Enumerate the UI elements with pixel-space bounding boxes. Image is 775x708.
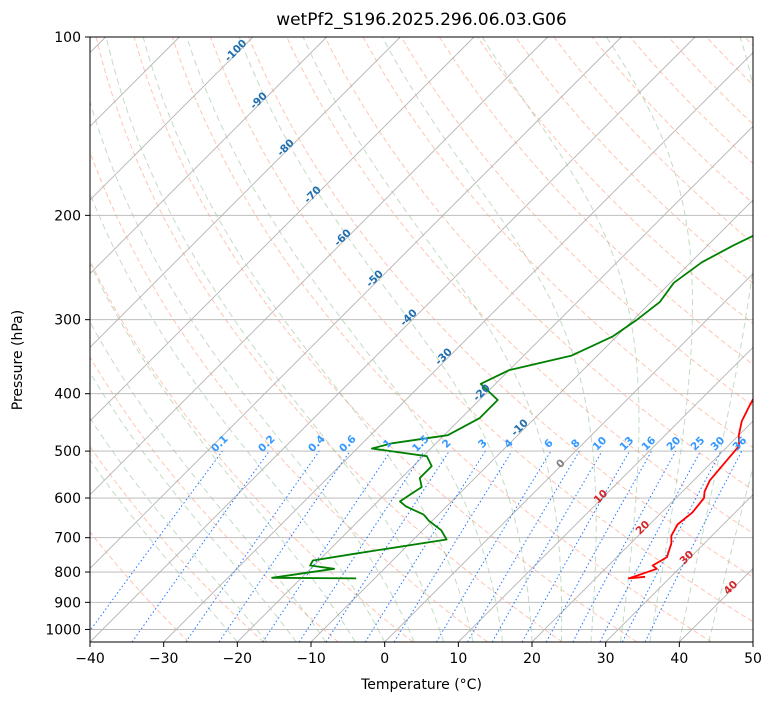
dry-adiabat-line bbox=[210, 37, 753, 623]
dry-adiabat-line bbox=[438, 37, 753, 366]
isotherm-line bbox=[458, 346, 753, 642]
y-tick-label: 200 bbox=[54, 208, 81, 224]
mixing-ratio-line bbox=[131, 450, 270, 642]
isotherm-line bbox=[90, 37, 475, 422]
chart-title: wetPf2_S196.2025.296.06.03.G06 bbox=[276, 10, 567, 30]
dry-adiabat-line bbox=[95, 37, 563, 642]
plot-frame bbox=[89, 36, 754, 643]
mixing-ratio-line bbox=[545, 450, 653, 642]
mixing-ratio-line bbox=[298, 450, 425, 642]
isotherm-line bbox=[531, 420, 753, 642]
mixing-ratio-line bbox=[521, 450, 630, 642]
x-tick-label: 10 bbox=[449, 651, 467, 667]
moist-adiabat-line bbox=[90, 192, 386, 642]
moist-adiabat-line bbox=[708, 465, 753, 642]
moist-adiabat-line bbox=[90, 417, 268, 642]
x-tick-label: 40 bbox=[670, 651, 688, 667]
mixing-ratio-line bbox=[325, 450, 450, 642]
x-tick-label: −20 bbox=[223, 651, 253, 667]
isotherm-line bbox=[310, 199, 753, 642]
mixing-ratio-line bbox=[262, 450, 392, 642]
moist-adiabat-line bbox=[105, 37, 445, 642]
plot-background bbox=[90, 37, 753, 642]
moist-adiabat-line bbox=[90, 99, 415, 642]
x-tick-label: 20 bbox=[523, 651, 541, 667]
isotherm-line bbox=[90, 37, 548, 496]
isotherm-line bbox=[90, 37, 622, 569]
y-tick-label: 1000 bbox=[45, 622, 81, 638]
isotherm-line bbox=[163, 52, 753, 642]
dry-adiabat-line bbox=[400, 37, 753, 407]
plot-frame-fill bbox=[90, 37, 753, 642]
y-tick-label: 900 bbox=[54, 595, 81, 611]
y-tick-label: 100 bbox=[54, 30, 81, 46]
temperature-profile-line bbox=[627, 397, 753, 580]
y-tick-label: 500 bbox=[54, 444, 81, 460]
y-tick-label: 400 bbox=[54, 387, 81, 403]
isotherm-line bbox=[90, 37, 401, 348]
mixing-ratio-line bbox=[90, 450, 223, 632]
mixing-ratio-line bbox=[393, 450, 513, 642]
x-tick-label: −30 bbox=[149, 651, 179, 667]
moist-adiabat-line bbox=[678, 37, 753, 642]
dry-adiabat-line bbox=[90, 445, 264, 642]
dry-adiabat-line bbox=[133, 37, 638, 642]
y-tick-label: 800 bbox=[54, 565, 81, 581]
isotherm-line bbox=[752, 641, 753, 642]
moist-adiabat-line bbox=[302, 37, 563, 642]
axes: −40 −30 −20 −10 0 10 20 30 40 50 100 200 300 400 500 60… bbox=[45, 30, 762, 667]
mixing-ratio-line bbox=[185, 450, 320, 642]
x-axis-label: Temperature (°C) bbox=[361, 677, 482, 693]
isotherm-line bbox=[90, 37, 254, 201]
moist-adiabat-line bbox=[481, 37, 640, 642]
mixing-ratio-line bbox=[572, 450, 677, 642]
plot-area: -100-90-80-70-60-50-40-30-20-100.1 0.2 0.4… bbox=[0, 37, 753, 642]
moist-adiabat-line bbox=[186, 37, 503, 642]
isotherm-line bbox=[384, 273, 753, 642]
x-tick-label: −10 bbox=[296, 651, 326, 667]
isotherm-line bbox=[90, 37, 327, 275]
moist-adiabat-line bbox=[606, 37, 693, 642]
isotherm-line bbox=[90, 37, 696, 642]
mixing-ratio-line bbox=[644, 450, 743, 642]
moist-adiabat-line bbox=[90, 371, 297, 642]
x-tick-label: 0 bbox=[380, 651, 389, 667]
dry-adiabat-line bbox=[248, 37, 753, 578]
x-tick-label: 30 bbox=[597, 651, 615, 667]
y-tick-label: 700 bbox=[54, 531, 81, 547]
x-tick-label: −40 bbox=[75, 651, 105, 667]
dry-adiabat-line bbox=[324, 37, 753, 491]
dry-adiabat-line bbox=[171, 37, 712, 642]
y-tick-label: 600 bbox=[54, 491, 81, 507]
dry-adiabat-line bbox=[90, 356, 339, 642]
moist-adiabat-line bbox=[238, 37, 533, 642]
dry-adiabat-line bbox=[90, 150, 488, 642]
moist-adiabat-line bbox=[142, 37, 474, 642]
dry-adiabat-line bbox=[515, 37, 753, 284]
y-tick-label: 300 bbox=[54, 313, 81, 329]
isotherm-line bbox=[237, 125, 753, 642]
moist-adiabat-line bbox=[90, 321, 327, 642]
moist-adiabat-line bbox=[90, 262, 356, 642]
dewpoint-profile-line bbox=[271, 234, 753, 580]
moist-adiabat-line bbox=[90, 459, 238, 642]
mixing-ratio-line bbox=[218, 450, 351, 642]
moist-adiabat-line bbox=[381, 37, 597, 642]
isotherm-line bbox=[605, 494, 753, 642]
dry-adiabat-line bbox=[90, 531, 190, 642]
isotherm-line bbox=[0, 37, 32, 642]
x-tick-label: 50 bbox=[744, 651, 762, 667]
